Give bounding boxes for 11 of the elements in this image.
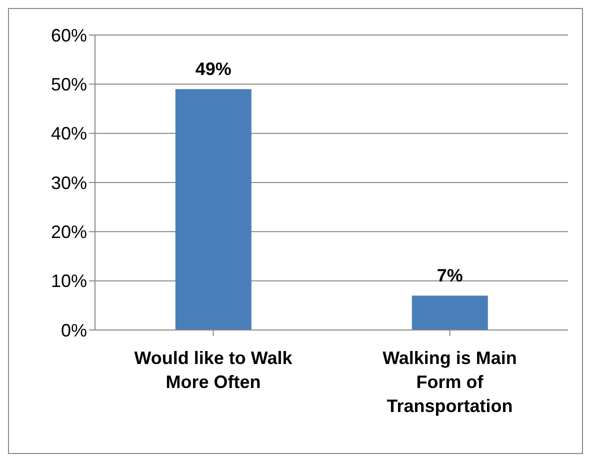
y-tick-label: 10%	[50, 271, 87, 292]
y-tick-label: 40%	[50, 124, 87, 144]
y-tick-label: 50%	[50, 74, 87, 95]
y-tick-label: 30%	[50, 172, 87, 193]
data-label: 7%	[436, 266, 463, 286]
data-label: 49%	[195, 59, 232, 80]
y-tick-label: 60%	[50, 25, 87, 46]
x-tick-label: Walking is Main Form of Transportation	[382, 348, 517, 416]
y-tick-label: 20%	[50, 222, 87, 242]
y-tick-label: 0%	[60, 320, 87, 340]
x-tick-label: Would like to Walk More Often	[134, 348, 294, 392]
